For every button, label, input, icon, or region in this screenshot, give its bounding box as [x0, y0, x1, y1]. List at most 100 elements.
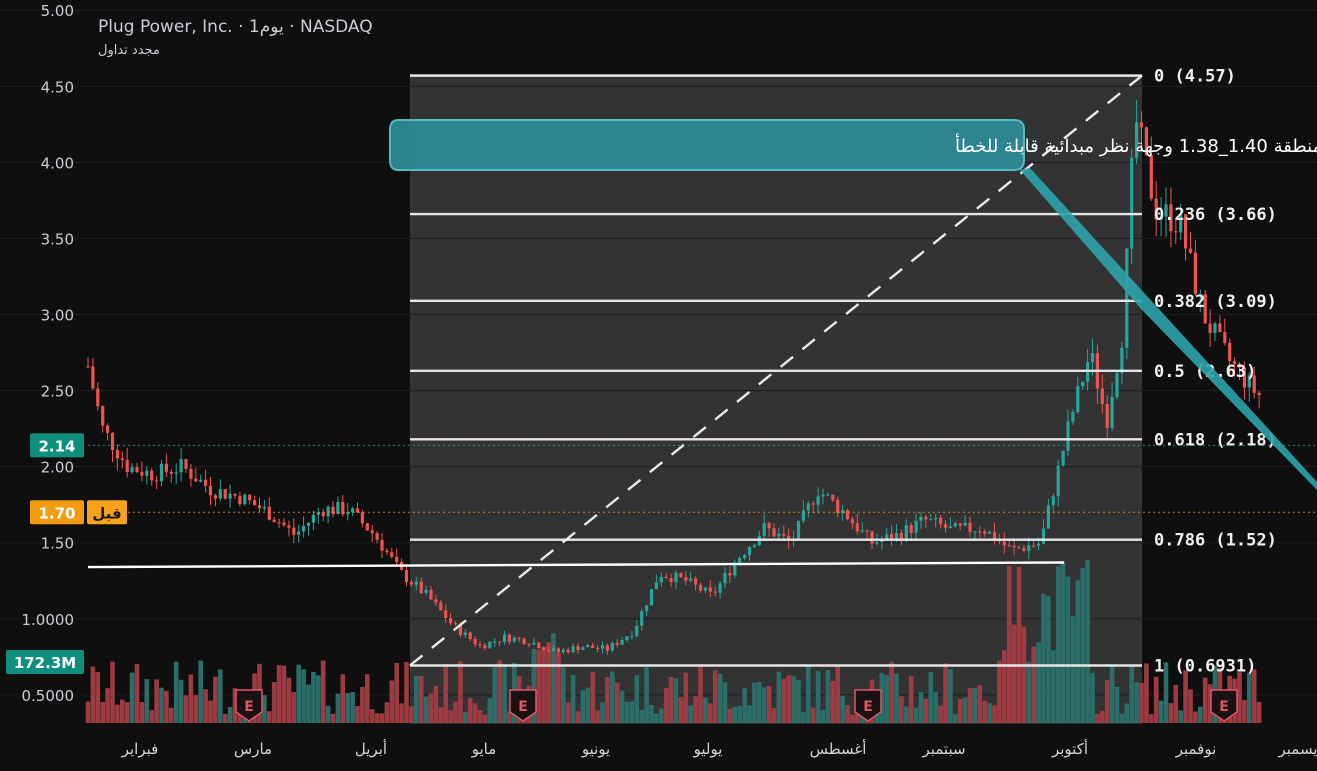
annotation-text: توقع بوصول السهم لمنطقة 1.40_1.38 وجهة ن…: [955, 133, 1317, 157]
volume-bar: [629, 701, 635, 723]
volume-bar: [1095, 714, 1100, 723]
x-axis-tick: سبتمبر: [921, 740, 965, 758]
volume-bar: [1188, 689, 1193, 723]
candle-body: [743, 555, 747, 559]
candle-body: [282, 522, 286, 526]
volume-bar: [531, 648, 537, 723]
candle-body: [478, 644, 482, 646]
candle-body: [140, 472, 144, 476]
candle-body: [145, 470, 149, 476]
candle-body: [556, 648, 560, 653]
volume-bar: [1251, 669, 1257, 723]
candle-body: [968, 522, 972, 532]
candle-body: [674, 572, 678, 583]
volume-bar: [781, 678, 787, 723]
volume-bar: [414, 676, 419, 723]
candle-body: [414, 581, 418, 585]
volume-bar: [590, 671, 595, 723]
candle-body: [914, 520, 918, 533]
volume-bar: [1026, 662, 1032, 723]
volume-bar: [1139, 683, 1144, 723]
candle-body: [973, 531, 977, 533]
candle-body: [297, 531, 301, 535]
volume-bar: [306, 684, 311, 723]
candle-body: [561, 649, 565, 653]
candle-body: [610, 642, 614, 651]
earnings-marker-label: E: [244, 699, 254, 715]
volume-bar: [1114, 686, 1120, 723]
volume-bar: [188, 674, 194, 723]
volume-bar: [1178, 710, 1183, 723]
projection-arrow: [1020, 168, 1317, 490]
candle-body: [1257, 392, 1261, 396]
candle-body: [321, 512, 325, 517]
volume-bar: [340, 674, 346, 723]
y-axis-tick: 4.00: [41, 154, 74, 172]
x-axis-tick: فبراير: [121, 740, 159, 758]
volume-bar: [977, 685, 983, 723]
candle-body: [130, 467, 134, 473]
candle-body: [512, 637, 516, 642]
x-axis-tick: نوفمبر: [1175, 740, 1217, 758]
volume-bar: [663, 687, 669, 723]
candle-body: [86, 366, 90, 368]
candle-body: [292, 527, 296, 535]
volume-bar: [1041, 593, 1046, 723]
candle-body: [267, 506, 271, 520]
candle-body: [150, 470, 154, 481]
earnings-marker-shape: [1210, 689, 1238, 722]
volume-bar: [443, 664, 448, 723]
volume-bar: [1011, 624, 1017, 723]
candle-body: [1066, 421, 1070, 451]
candle-body: [1139, 122, 1144, 128]
volume-bar: [154, 679, 159, 723]
candle-body: [782, 533, 786, 536]
candle-body: [718, 583, 722, 593]
candle-body: [821, 494, 825, 497]
y-axis-tick: 1.0000: [22, 611, 75, 629]
volume-bar: [580, 690, 586, 723]
x-axis-tick: يونيو: [581, 740, 610, 758]
volume-bar: [355, 706, 360, 723]
volume-bar: [144, 679, 150, 723]
volume-bar: [948, 669, 953, 723]
volume-bar: [1124, 703, 1130, 723]
y-axis-tick: 2.00: [41, 459, 74, 477]
candle-body: [1002, 541, 1006, 546]
volume-bar: [1006, 565, 1012, 723]
volume-bar: [992, 705, 997, 723]
candle-body: [1086, 362, 1090, 382]
candle-body: [679, 572, 683, 578]
candle-body: [1105, 403, 1109, 429]
earnings-marker-shape: [854, 689, 882, 722]
candle-body: [331, 506, 335, 514]
y-axis-tick: 1.50: [41, 535, 74, 553]
candle-body: [596, 647, 600, 649]
candle-body: [385, 550, 389, 553]
symbol-legend-title[interactable]: Plug Power, Inc. · 1يوم · NASDAQ: [98, 17, 373, 37]
symbol-legend-subtitle: مجدد تداول: [98, 43, 160, 58]
candle-body: [909, 525, 913, 533]
current-price-badge-text: 2.14: [38, 437, 75, 455]
candle-body: [115, 450, 119, 459]
volume-bar: [1075, 580, 1081, 723]
volume-bar: [1100, 710, 1105, 723]
volume-bar: [325, 705, 331, 723]
candle-body: [929, 519, 933, 521]
earnings-marker-label: E: [518, 699, 528, 715]
candle-body: [184, 459, 188, 469]
volume-bar: [458, 661, 463, 723]
volume-bar: [1207, 684, 1213, 723]
candle-body: [1041, 528, 1046, 544]
candle-body: [1051, 496, 1055, 506]
candle-body: [1223, 332, 1227, 343]
volume-bar: [124, 702, 130, 723]
volume-bar: [159, 687, 164, 723]
volume-bar: [463, 712, 468, 723]
volume-bar: [688, 705, 693, 723]
candle-body: [233, 493, 237, 496]
volume-bar: [1060, 561, 1066, 723]
candle-body: [659, 576, 663, 583]
